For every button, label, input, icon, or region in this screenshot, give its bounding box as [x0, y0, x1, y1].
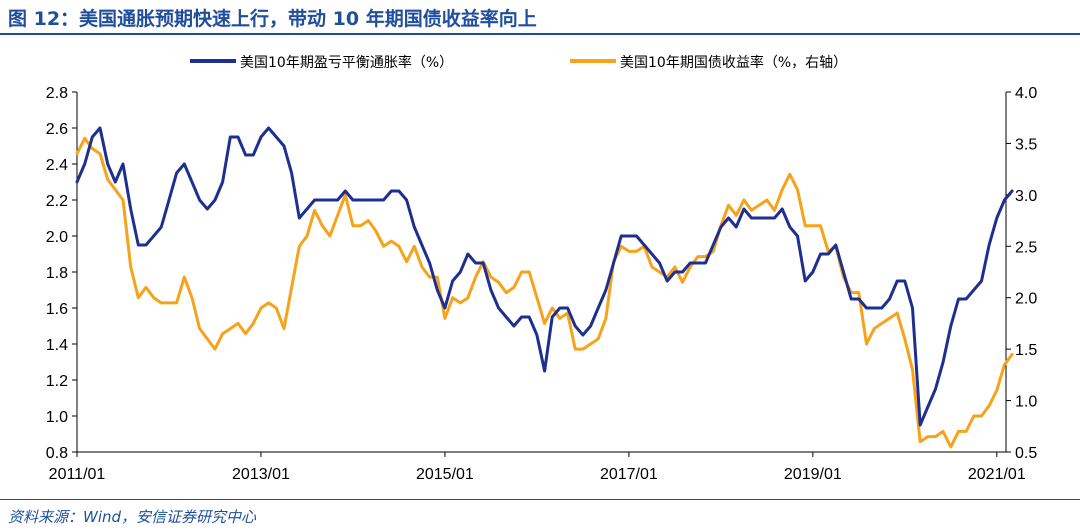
- y-left-tick-label: 2.2: [46, 193, 68, 210]
- y-left-tick-label: 1.8: [46, 265, 68, 282]
- y-left-tick-label: 1.2: [46, 373, 68, 390]
- title-rule: [0, 33, 1080, 35]
- y-left-tick-label: 2.0: [46, 229, 68, 246]
- source-note: 资料来源：Wind，安信证券研究中心: [8, 508, 257, 526]
- y-right-tick-label: 3.0: [1015, 188, 1037, 205]
- legend: 美国10年期盈亏平衡通胀率（%） 美国10年期国债收益率（%，右轴）: [190, 54, 847, 71]
- series-line-inflation: [75, 126, 1014, 427]
- title-bar: 图 12：美国通胀预期快速上行，带动 10 年期国债收益率向上: [0, 0, 1080, 35]
- y-right-tick-label: 3.5: [1015, 136, 1037, 153]
- y-right-tick-label: 0.5: [1015, 445, 1037, 462]
- chart: 美国10年期盈亏平衡通胀率（%） 美国10年期国债收益率（%，右轴） 2.82.…: [46, 54, 1038, 483]
- y-left-tick-label: 2.4: [46, 157, 68, 174]
- y-right-tick-label: 2.5: [1015, 239, 1037, 256]
- x-tick-label: 2013/01: [232, 466, 290, 483]
- y-left-tick-label: 1.4: [46, 337, 68, 354]
- y-right-tick-label: 1.0: [1015, 394, 1037, 411]
- x-tick-label: 2015/01: [416, 466, 474, 483]
- source-rule: [0, 499, 1080, 500]
- legend-label-yield: 美国10年期国债收益率（%，右轴）: [620, 54, 847, 71]
- chart-title: 图 12：美国通胀预期快速上行，带动 10 年期国债收益率向上: [8, 8, 537, 30]
- axes: 2.8 2.6 2.4 2.2 2.0 1.8 1.6 1.4 1.2 1.0 0.8 4.0 3.5 3…: [46, 85, 1038, 483]
- y-right-tick-label: 4.0: [1015, 85, 1037, 102]
- y-right-tick-label: 2.0: [1015, 291, 1037, 308]
- legend-label-inflation: 美国10年期盈亏平衡通胀率（%）: [240, 54, 453, 71]
- x-tick-label: 2017/01: [600, 466, 658, 483]
- x-tick-label: 2011/01: [49, 466, 106, 483]
- x-tick-label: 2019/01: [784, 466, 842, 483]
- series-layer: [75, 126, 1014, 449]
- y-left-tick-label: 2.8: [46, 85, 68, 102]
- y-left-tick-label: 2.6: [46, 121, 68, 138]
- y-left-tick-label: 1.0: [46, 409, 68, 426]
- y-right-tick-label: 1.5: [1015, 342, 1037, 359]
- y-left-tick-label: 0.8: [46, 445, 68, 462]
- series-line-yield: [75, 136, 1014, 449]
- y-left-tick-label: 1.6: [46, 301, 68, 318]
- x-tick-label: 2021/01: [968, 466, 1026, 483]
